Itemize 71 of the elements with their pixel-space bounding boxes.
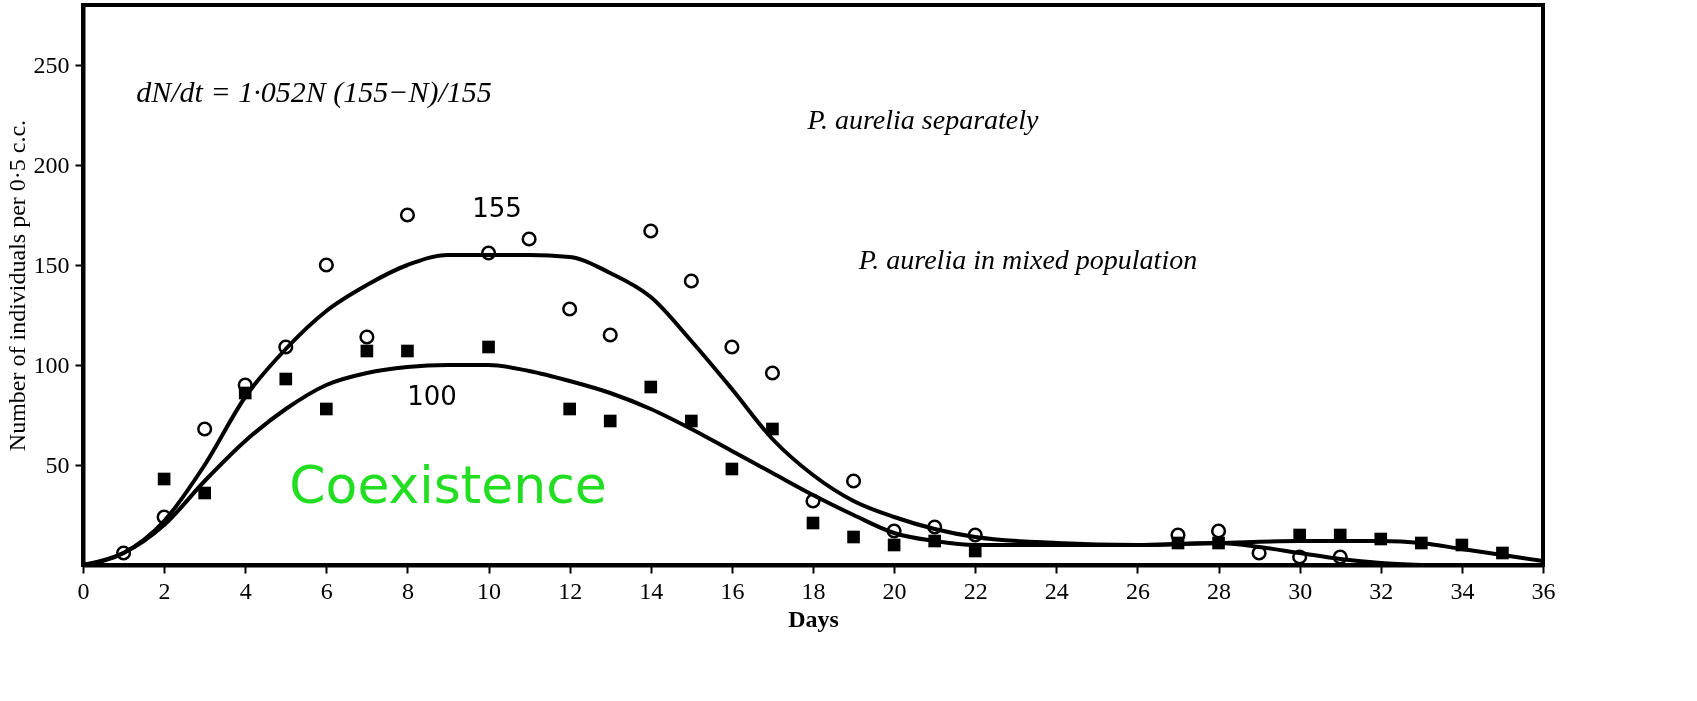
- x-tick-label: 6: [320, 577, 333, 604]
- x-axis-title: Days: [788, 605, 839, 632]
- y-tick-label: 150: [33, 251, 70, 278]
- point: [1251, 545, 1267, 561]
- x-tick-label: 26: [1125, 577, 1150, 604]
- x-tick-label: 4: [239, 577, 252, 604]
- point: [683, 273, 699, 289]
- y-tick-label: 250: [33, 51, 70, 78]
- point: [359, 329, 375, 345]
- x-tick-label: 32: [1369, 577, 1394, 604]
- point: [603, 414, 617, 428]
- point: [360, 344, 374, 358]
- y-tick-label: 100: [33, 351, 70, 378]
- point: [1210, 523, 1227, 539]
- point: [724, 339, 740, 355]
- annotation: 100: [407, 381, 457, 411]
- point: [927, 519, 943, 535]
- x-tick-label: 12: [558, 577, 583, 604]
- x-tick-label: 10: [477, 577, 502, 604]
- y-tick-label: 200: [33, 151, 70, 178]
- x-tick-label: 30: [1288, 577, 1313, 604]
- x-tick-label: 18: [801, 577, 826, 604]
- x-tick-label: 36: [1531, 577, 1556, 604]
- point: [480, 245, 497, 261]
- point: [887, 538, 901, 552]
- x-tick-label: 8: [401, 577, 414, 604]
- point: [278, 339, 294, 355]
- x-tick-label: 16: [720, 577, 745, 604]
- x-tick-label: 24: [1044, 577, 1069, 604]
- x-tick-label: 2: [158, 577, 171, 604]
- point: [805, 493, 821, 509]
- annotation: dN/dt = 1·052N (155−N)/155: [136, 75, 492, 109]
- point: [521, 231, 537, 247]
- point: [644, 380, 658, 394]
- x-tick-label: 28: [1207, 577, 1232, 604]
- point: [197, 421, 213, 437]
- x-tick-label: 34: [1450, 577, 1475, 604]
- point: [806, 516, 820, 530]
- point: [320, 402, 333, 416]
- point: [198, 486, 211, 500]
- annotation: P. aurelia separately: [806, 104, 1040, 135]
- point: [602, 327, 618, 343]
- point: [156, 509, 172, 525]
- point: [399, 207, 416, 223]
- annotation: Coexistence: [289, 455, 607, 515]
- point: [401, 344, 414, 358]
- x-tick-label: 14: [639, 577, 664, 604]
- x-tick-label: 20: [882, 577, 907, 604]
- x-tick-label: 22: [963, 577, 988, 604]
- y-tick-label: 50: [45, 451, 70, 478]
- point: [318, 257, 334, 273]
- y-axis-title: Number of individuals per 0·5 c.c.: [3, 119, 30, 452]
- point: [886, 523, 902, 539]
- point: [685, 414, 698, 428]
- point: [482, 340, 495, 354]
- annotation: P. aurelia in mixed population: [857, 244, 1198, 275]
- point: [1332, 549, 1348, 565]
- point: [764, 365, 781, 381]
- point: [115, 545, 132, 561]
- point: [847, 530, 860, 544]
- x-tick-label: 0: [77, 577, 90, 604]
- point: [279, 372, 293, 386]
- point: [563, 402, 576, 416]
- point: [562, 301, 578, 317]
- point: [1292, 549, 1308, 565]
- point: [157, 472, 171, 486]
- point: [643, 223, 659, 239]
- point: [845, 473, 862, 489]
- annotation: 155: [472, 193, 522, 223]
- point: [725, 462, 739, 476]
- point: [967, 527, 983, 543]
